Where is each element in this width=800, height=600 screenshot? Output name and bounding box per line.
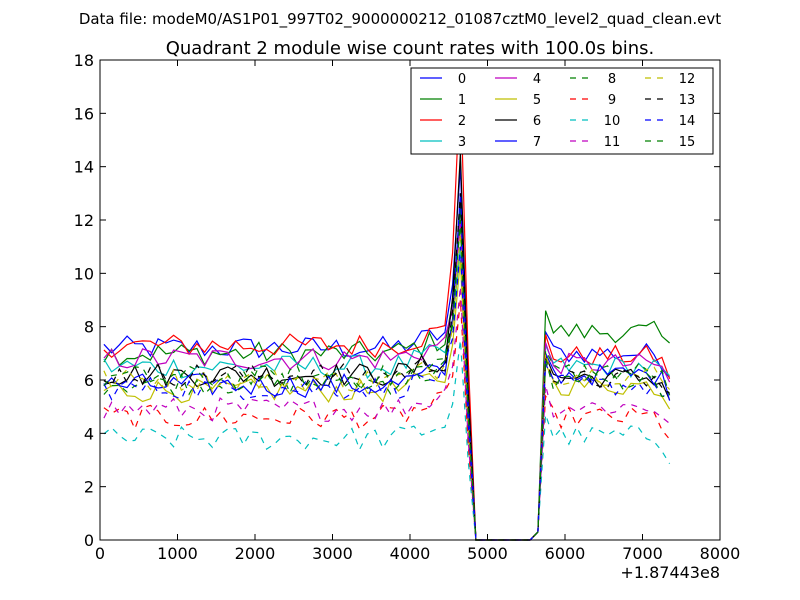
legend-label-7: 7 xyxy=(533,135,541,150)
chart-title: Quadrant 2 module wise count rates with … xyxy=(166,38,655,59)
axis-ticks: 0 1000 2000 3000 4000 5000 6000 7000 80000246810… xyxy=(74,51,741,563)
legend-label-5: 5 xyxy=(533,93,541,108)
series-line-10 xyxy=(103,339,671,541)
series-line-6 xyxy=(103,153,671,541)
legend-label-10: 10 xyxy=(604,114,621,129)
x-tick-label: 4000 xyxy=(390,544,431,563)
series-line-4 xyxy=(103,219,671,541)
y-tick-label: 2 xyxy=(84,478,94,497)
y-tick-label: 16 xyxy=(74,104,94,123)
series-line-2 xyxy=(103,81,671,541)
legend-label-4: 4 xyxy=(533,72,541,87)
legend-label-8: 8 xyxy=(608,72,616,87)
legend-label-6: 6 xyxy=(533,114,541,129)
chart-suptitle: Data file: modeM0/AS1P01_997T02_90000002… xyxy=(79,10,721,29)
y-tick-label: 14 xyxy=(74,158,94,177)
legend-label-13: 13 xyxy=(679,93,696,108)
legend-box xyxy=(410,67,714,155)
legend-label-9: 9 xyxy=(608,93,616,108)
x-tick-label: 6000 xyxy=(545,544,586,563)
legend-label-2: 2 xyxy=(458,114,466,129)
x-tick-label: 3000 xyxy=(312,544,353,563)
x-tick-label: 0 xyxy=(95,544,105,563)
y-tick-label: 6 xyxy=(84,371,94,390)
legend-label-15: 15 xyxy=(679,135,696,150)
x-tick-label: 8000 xyxy=(700,544,741,563)
series-line-3 xyxy=(103,246,671,541)
series-line-5 xyxy=(103,259,671,541)
series-line-0 xyxy=(103,166,671,541)
series-line-9 xyxy=(103,299,671,541)
legend-label-12: 12 xyxy=(679,72,696,87)
legend-label-1: 1 xyxy=(458,93,466,108)
series-line-15 xyxy=(103,219,670,541)
plot-lines xyxy=(103,81,671,541)
legend-label-14: 14 xyxy=(679,114,696,129)
legend-label-3: 3 xyxy=(458,135,466,150)
x-tick-label: 2000 xyxy=(235,544,276,563)
legend-label-0: 0 xyxy=(458,72,466,87)
y-tick-label: 8 xyxy=(84,318,94,337)
x-tick-label: 1000 xyxy=(157,544,198,563)
x-tick-label: 7000 xyxy=(622,544,663,563)
y-tick-label: 0 xyxy=(84,531,94,550)
y-tick-label: 12 xyxy=(74,211,94,230)
series-line-14 xyxy=(103,246,670,541)
series-line-7 xyxy=(103,193,671,541)
x-offset-label: +1.87443e8 xyxy=(620,563,720,582)
y-tick-label: 18 xyxy=(74,51,94,70)
series-line-11 xyxy=(103,286,670,541)
x-tick-label: 5000 xyxy=(467,544,508,563)
y-tick-label: 10 xyxy=(74,264,94,283)
series-line-1 xyxy=(103,206,670,541)
legend-label-11: 11 xyxy=(604,135,621,150)
y-tick-label: 4 xyxy=(84,424,94,443)
